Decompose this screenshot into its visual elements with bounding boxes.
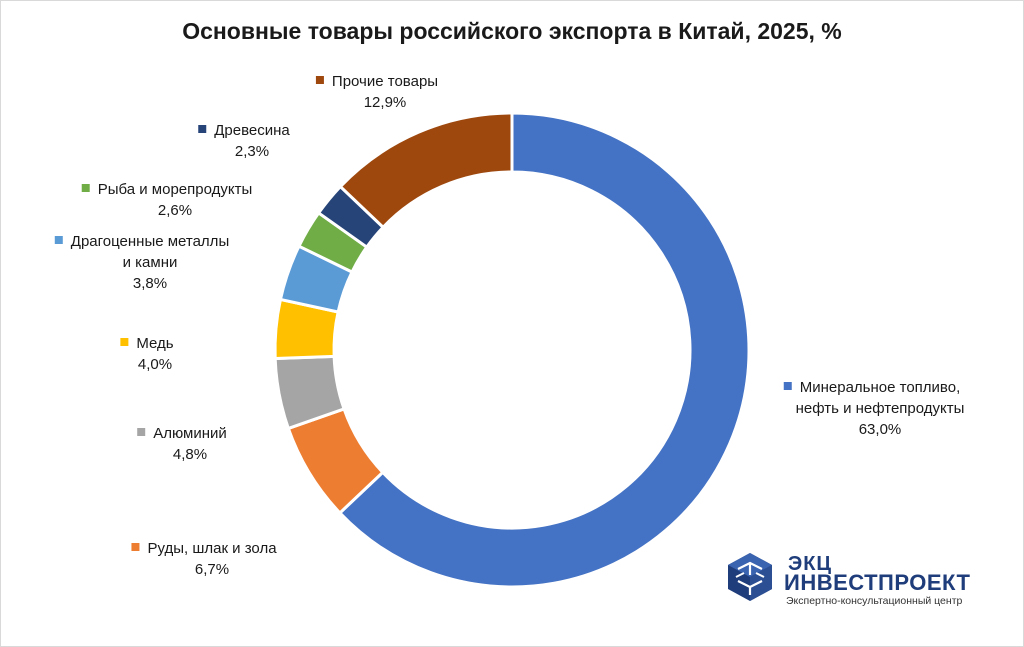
- value-label-aluminum: 4,8%: [173, 446, 207, 463]
- label-marker-wood: [198, 125, 207, 133]
- logo-name: ИНВЕСТПРОЕКТ: [784, 570, 971, 595]
- value-label-other: 12,9%: [364, 94, 407, 111]
- value-label-wood: 2,3%: [235, 143, 269, 160]
- donut-slices: [273, 111, 751, 589]
- label-text-precious-metals: Драгоценные металлы: [71, 233, 229, 250]
- label-other: Прочие товары 12,9%: [315, 73, 438, 111]
- label-mineral-fuel: Минеральное топливо, нефть и нефтепродукт…: [783, 379, 965, 438]
- slice-labels: Минеральное топливо, нефть и нефтепродукт…: [54, 73, 965, 578]
- value-label-mineral-fuel: 63,0%: [859, 421, 902, 438]
- label-text-mineral-fuel: Минеральное топливо,: [800, 379, 961, 396]
- label-marker-ores: [131, 543, 140, 551]
- label-text-mineral-fuel: нефть и нефтепродукты: [796, 400, 965, 417]
- chart-title: Основные товары российского экспорта в К…: [182, 18, 842, 44]
- label-text-copper: Медь: [136, 335, 173, 352]
- label-text-aluminum: Алюминий: [153, 425, 227, 442]
- label-text-other: Прочие товары: [332, 73, 438, 90]
- label-fish: Рыба и морепродукты 2,6%: [81, 181, 253, 219]
- label-ores: Руды, шлак и зола 6,7%: [131, 540, 277, 578]
- value-label-precious-metals: 3,8%: [133, 275, 167, 292]
- slice-other: [338, 111, 514, 230]
- slice-mineral-fuel: [337, 111, 751, 589]
- label-marker-precious-metals: [54, 236, 63, 244]
- value-label-fish: 2,6%: [158, 202, 192, 219]
- label-marker-other: [315, 76, 324, 84]
- label-copper: Медь 4,0%: [120, 335, 174, 373]
- label-text-precious-metals: и камни: [123, 254, 178, 271]
- label-text-wood: Древесина: [214, 122, 290, 139]
- logo-tagline: Экспертно-консультационный центр: [786, 595, 963, 607]
- value-label-copper: 4,0%: [138, 356, 172, 373]
- label-marker-mineral-fuel: [783, 382, 792, 390]
- label-text-fish: Рыба и морепродукты: [98, 181, 253, 198]
- logo-abbr: ЭКЦ: [788, 553, 833, 575]
- logo: ЭКЦ ИНВЕСТПРОЕКТ Экспертно-консультацион…: [724, 551, 994, 611]
- label-text-ores: Руды, шлак и зола: [147, 540, 277, 557]
- label-wood: Древесина 2,3%: [198, 122, 290, 160]
- label-marker-aluminum: [137, 428, 146, 436]
- label-aluminum: Алюминий 4,8%: [137, 425, 227, 463]
- label-precious-metals: Драгоценные металлы и камни 3,8%: [54, 233, 229, 292]
- logo-cube-icon: [728, 553, 772, 601]
- label-marker-fish: [81, 184, 90, 192]
- value-label-ores: 6,7%: [195, 561, 229, 578]
- label-marker-copper: [120, 338, 129, 346]
